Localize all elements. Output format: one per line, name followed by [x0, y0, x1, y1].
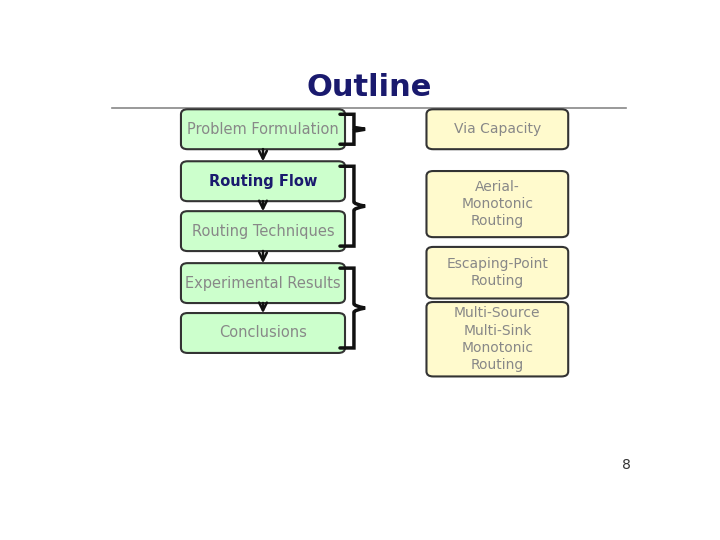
Text: Outline: Outline	[306, 73, 432, 102]
FancyBboxPatch shape	[426, 247, 568, 299]
Text: Via Capacity: Via Capacity	[454, 122, 541, 136]
Text: Routing Flow: Routing Flow	[209, 174, 318, 188]
FancyBboxPatch shape	[181, 109, 345, 149]
FancyBboxPatch shape	[426, 302, 568, 376]
FancyBboxPatch shape	[181, 161, 345, 201]
Text: Escaping-Point
Routing: Escaping-Point Routing	[446, 257, 548, 288]
Text: 8: 8	[622, 458, 631, 472]
Text: Aerial-
Monotonic
Routing: Aerial- Monotonic Routing	[462, 180, 534, 228]
FancyBboxPatch shape	[181, 211, 345, 251]
FancyBboxPatch shape	[181, 263, 345, 303]
FancyBboxPatch shape	[426, 109, 568, 149]
FancyBboxPatch shape	[426, 171, 568, 237]
Text: Routing Techniques: Routing Techniques	[192, 224, 334, 239]
FancyBboxPatch shape	[181, 313, 345, 353]
Text: Problem Formulation: Problem Formulation	[187, 122, 339, 137]
Text: Experimental Results: Experimental Results	[185, 275, 341, 291]
Text: Conclusions: Conclusions	[219, 326, 307, 341]
Text: Multi-Source
Multi-Sink
Monotonic
Routing: Multi-Source Multi-Sink Monotonic Routin…	[454, 306, 541, 372]
